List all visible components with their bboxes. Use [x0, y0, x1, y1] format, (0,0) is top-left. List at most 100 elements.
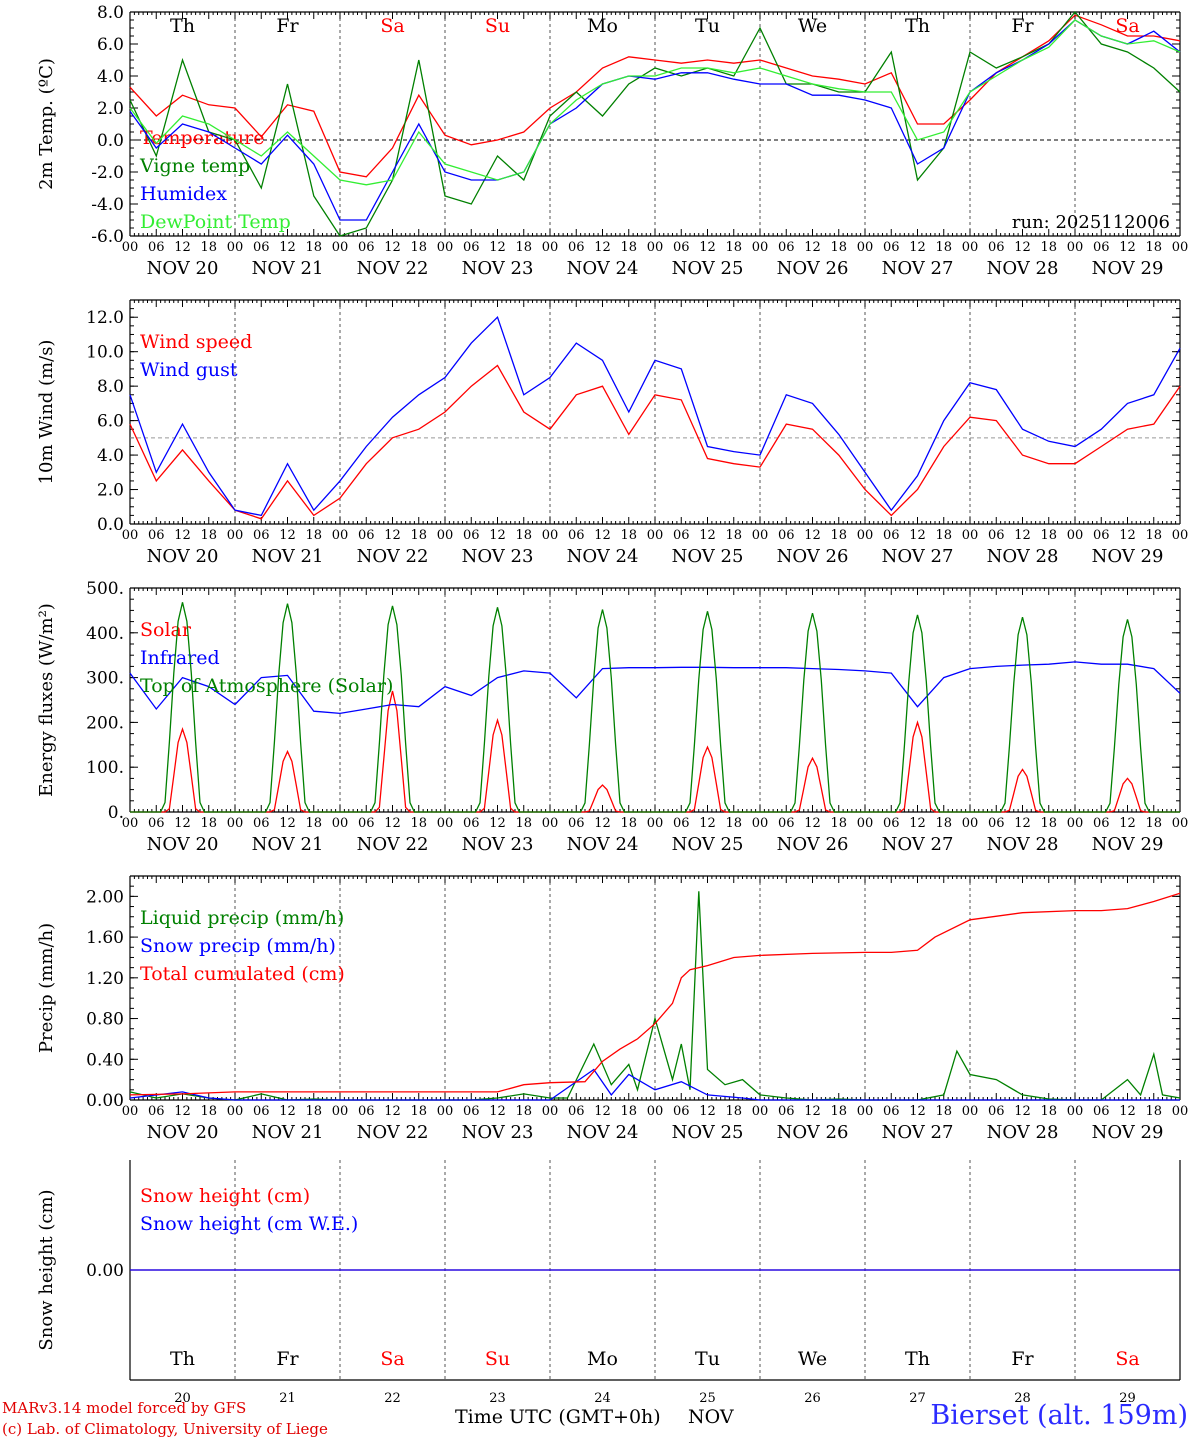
- hour-tick-label: 18: [830, 816, 847, 831]
- date-label: NOV 25: [672, 834, 744, 855]
- hour-tick-label: 18: [305, 528, 322, 543]
- hour-tick-label: 12: [699, 816, 716, 831]
- date-label: NOV 23: [462, 258, 534, 279]
- day-number: 26: [804, 1391, 821, 1406]
- hour-tick-label: 12: [279, 240, 296, 255]
- y-tick-label: 2.00: [86, 887, 124, 907]
- hour-tick-label: 00: [857, 1104, 874, 1119]
- panel-precip: 00 06 12 18 NOV 20 00 06 12 18 NOV 21 00 06 12 18 NOV …: [36, 875, 1188, 1143]
- legend-entry: DewPoint Temp: [140, 211, 291, 233]
- y-tick-label: 1.20: [86, 969, 124, 989]
- date-label: NOV 20: [147, 1122, 219, 1143]
- date-label: NOV 20: [147, 546, 219, 567]
- panel-temp: 00 06 12 18 NOV 20 00 06 12 18 NOV 21 00 06 12 18 NOV …: [36, 3, 1188, 279]
- hour-tick-label: 06: [358, 240, 375, 255]
- day-number: 27: [909, 1391, 926, 1406]
- date-label: NOV 26: [777, 258, 849, 279]
- legend-entry: Wind gust: [140, 359, 238, 381]
- day-name: Th: [170, 15, 195, 37]
- hour-tick-label: 12: [174, 1104, 191, 1119]
- hour-tick-label: 12: [909, 1104, 926, 1119]
- series-line-temperature: [129, 14, 1181, 178]
- hour-tick-label: 12: [384, 528, 401, 543]
- series-line-vigne-temp: [129, 10, 1181, 237]
- hour-tick-label: 00: [962, 240, 979, 255]
- hour-tick-label: 06: [463, 240, 480, 255]
- hour-tick-label: 18: [935, 528, 952, 543]
- day-name: Mo: [587, 15, 618, 37]
- date-label: NOV 26: [777, 546, 849, 567]
- date-label: NOV 23: [462, 546, 534, 567]
- hour-tick-label: 18: [1040, 240, 1057, 255]
- day-name: Sa: [1115, 15, 1139, 37]
- hour-tick-label: 06: [358, 1104, 375, 1119]
- y-axis-title: 2m Temp. (ºC): [36, 58, 57, 190]
- hour-tick-label: 06: [673, 528, 690, 543]
- series-line-infrared: [129, 661, 1181, 715]
- hour-tick-label: 00: [332, 240, 349, 255]
- hour-tick-label: 18: [725, 1104, 742, 1119]
- hour-tick-label: 12: [489, 1104, 506, 1119]
- x-axis-title: Time UTC (GMT+0h): [455, 1406, 661, 1428]
- day-name: Th: [170, 1348, 195, 1370]
- hour-tick-label: 18: [1145, 240, 1162, 255]
- hour-tick-label: 06: [778, 528, 795, 543]
- hour-tick-label: 12: [1014, 240, 1031, 255]
- hour-tick-label: 00: [752, 1104, 769, 1119]
- day-name: We: [798, 15, 827, 37]
- month-label: NOV: [688, 1406, 734, 1428]
- day-name: Su: [485, 1348, 510, 1370]
- legend-entry: Liquid precip (mm/h): [140, 907, 344, 929]
- y-tick-label: 4.0: [97, 446, 124, 466]
- hour-tick-label: 00: [962, 528, 979, 543]
- hour-tick-label: 18: [515, 240, 532, 255]
- y-tick-label: 300.: [86, 669, 124, 689]
- hour-tick-label: 00: [542, 1104, 559, 1119]
- series-line-humidex: [129, 19, 1181, 221]
- day-name: Tu: [695, 15, 720, 37]
- hour-tick-label: 12: [699, 1104, 716, 1119]
- y-tick-label: 400.: [86, 624, 124, 644]
- day-number: 23: [489, 1391, 506, 1406]
- y-tick-label: 500.: [86, 579, 124, 599]
- station-name: Bierset (alt. 159m): [930, 1400, 1188, 1431]
- hour-tick-label: 12: [279, 816, 296, 831]
- hour-tick-label: 00: [1172, 816, 1189, 831]
- hour-tick-label: 12: [489, 528, 506, 543]
- hour-tick-label: 06: [568, 816, 585, 831]
- day-number: 25: [699, 1391, 716, 1406]
- date-label: NOV 29: [1092, 834, 1164, 855]
- date-label: NOV 29: [1092, 258, 1164, 279]
- y-tick-label: 4.0: [97, 67, 124, 87]
- hour-tick-label: 18: [1145, 1104, 1162, 1119]
- hour-tick-label: 00: [647, 528, 664, 543]
- hour-tick-label: 18: [305, 816, 322, 831]
- day-name: Fr: [276, 1348, 299, 1370]
- hour-tick-label: 06: [148, 528, 165, 543]
- hour-tick-label: 18: [620, 816, 637, 831]
- legend-entry: Snow precip (mm/h): [140, 935, 336, 957]
- legend-entry: Wind speed: [140, 331, 252, 353]
- hour-tick-label: 00: [647, 1104, 664, 1119]
- hour-tick-label: 12: [1119, 240, 1136, 255]
- hour-tick-label: 12: [1014, 1104, 1031, 1119]
- hour-tick-label: 00: [752, 528, 769, 543]
- hour-tick-label: 12: [489, 240, 506, 255]
- hour-tick-label: 12: [594, 240, 611, 255]
- hour-tick-label: 06: [568, 528, 585, 543]
- hour-tick-label: 18: [515, 816, 532, 831]
- date-label: NOV 25: [672, 546, 744, 567]
- hour-tick-label: 00: [752, 240, 769, 255]
- hour-tick-label: 18: [830, 528, 847, 543]
- series-line-top-of-atmosphere-solar-: [130, 602, 1180, 813]
- date-label: NOV 26: [777, 834, 849, 855]
- hour-tick-label: 18: [1040, 1104, 1057, 1119]
- hour-tick-label: 00: [1172, 528, 1189, 543]
- day-number: 21: [279, 1391, 296, 1406]
- hour-tick-label: 06: [883, 816, 900, 831]
- hour-tick-label: 06: [988, 1104, 1005, 1119]
- y-tick-label: 10.0: [86, 343, 124, 363]
- date-label: NOV 27: [882, 258, 954, 279]
- day-number: 24: [594, 1391, 611, 1406]
